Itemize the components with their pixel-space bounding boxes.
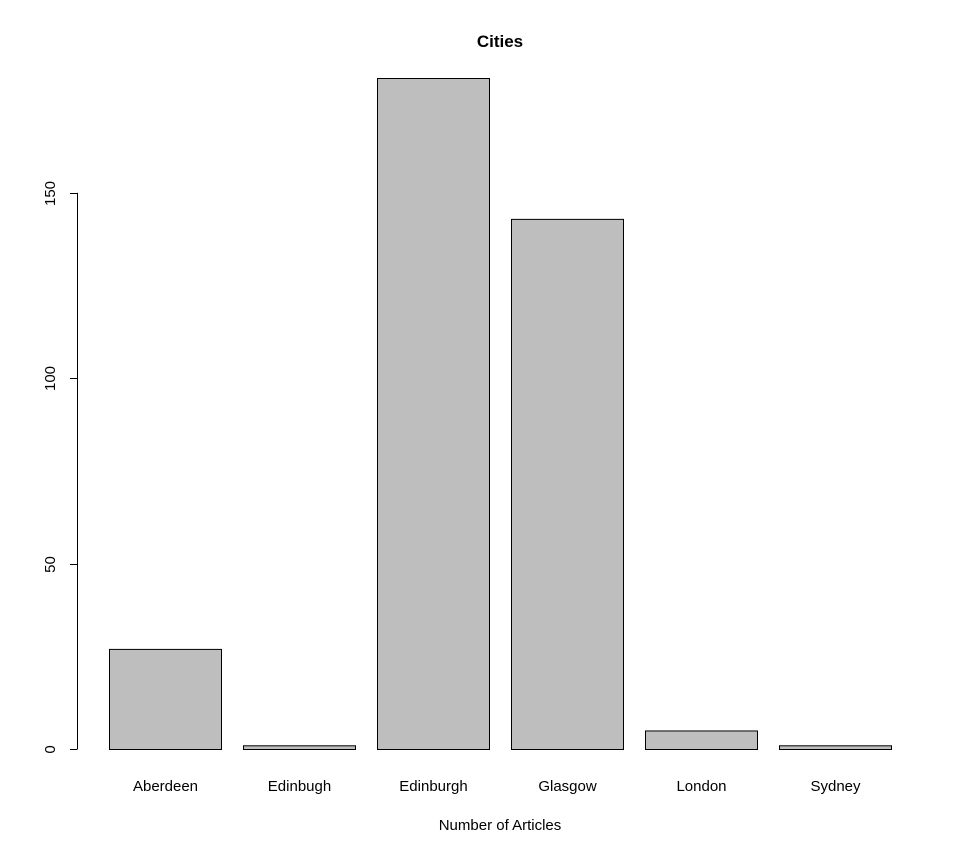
y-tick-label: 100 bbox=[42, 366, 59, 391]
category-label: Edinbugh bbox=[268, 778, 331, 795]
category-label: Sydney bbox=[810, 778, 861, 795]
chart-title: Cities bbox=[477, 32, 523, 51]
category-label: Edinburgh bbox=[399, 778, 467, 795]
bar-london bbox=[645, 730, 758, 751]
x-axis-label: Number of Articles bbox=[439, 817, 562, 834]
y-tick-label: 0 bbox=[42, 745, 59, 753]
y-tick-label: 50 bbox=[42, 556, 59, 573]
category-labels: Aberdeen Edinbugh Edinburgh Glasgow London Sy… bbox=[133, 778, 861, 795]
category-label: Aberdeen bbox=[133, 778, 198, 795]
bars-group bbox=[109, 78, 892, 751]
bar-aberdeen bbox=[109, 648, 222, 750]
category-label: Glasgow bbox=[538, 778, 597, 795]
bar-sydney bbox=[779, 745, 892, 751]
bar-edinburgh bbox=[377, 78, 490, 750]
y-axis: 0 50 100 150 bbox=[42, 181, 78, 754]
y-tick-label: 150 bbox=[42, 181, 59, 206]
bar-glasgow bbox=[511, 218, 624, 750]
bar-edinbugh bbox=[243, 745, 356, 751]
category-label: London bbox=[676, 778, 726, 795]
